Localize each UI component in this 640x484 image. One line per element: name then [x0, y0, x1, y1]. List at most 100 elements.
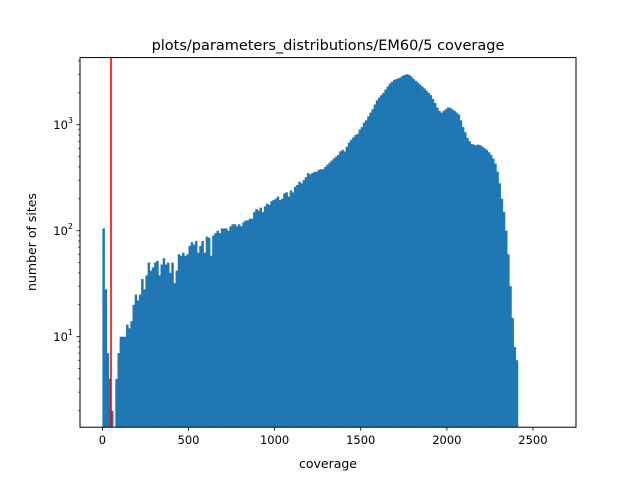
histogram-bar [412, 79, 415, 428]
histogram-bar [408, 74, 411, 428]
histogram-bar [283, 193, 286, 428]
histogram-bar [343, 151, 346, 428]
histogram-bar [349, 139, 353, 428]
histogram-bar [317, 169, 321, 428]
histogram-bar [513, 346, 517, 428]
histogram-bar [123, 336, 127, 428]
histogram-bar [194, 240, 198, 428]
x-axis-ticks: 0 500 1000 1500 2000 2500 [99, 427, 548, 447]
histogram-bar [272, 199, 275, 428]
histogram-bar [334, 156, 338, 428]
histogram-bar [287, 196, 291, 428]
histogram-bar [429, 95, 433, 428]
histogram-bar [143, 289, 146, 428]
histogram-bar [201, 240, 204, 428]
histogram-bar [418, 84, 422, 428]
histogram-bar [293, 186, 297, 428]
histogram-bar [328, 162, 331, 428]
histogram-bar [171, 262, 174, 428]
histogram-bar [138, 294, 142, 428]
histogram-bar [268, 204, 271, 428]
histogram-bar [302, 180, 306, 428]
histogram-bar [207, 237, 211, 428]
x-tick-label: 500 [178, 433, 200, 447]
histogram-bar [326, 164, 329, 428]
histogram-bar [190, 242, 194, 428]
histogram-bar [509, 286, 512, 428]
histogram-bar [119, 336, 123, 428]
histogram-bar [151, 267, 155, 428]
histogram-bar [259, 207, 263, 428]
histogram-bar [285, 192, 288, 428]
histogram-bar [255, 209, 258, 428]
histogram-bar [410, 76, 413, 428]
histogram-bar [386, 86, 390, 428]
histogram-bar [210, 255, 213, 428]
histogram-bar [250, 218, 254, 428]
histogram-bar [276, 196, 280, 428]
histogram-bar [511, 318, 514, 428]
histogram-bar [233, 224, 237, 428]
histogram-bars [102, 74, 519, 428]
histogram-bar [362, 122, 366, 428]
histogram-bar [104, 289, 108, 428]
histogram-bar [126, 324, 129, 428]
x-tick-label: 1500 [346, 433, 375, 447]
histogram-bar [485, 149, 489, 428]
histogram-bar [182, 252, 185, 428]
histogram-bar [130, 321, 133, 428]
histogram-bar [476, 144, 480, 428]
histogram-bar [360, 127, 364, 428]
histogram-bar [444, 109, 448, 428]
histogram-bar [227, 230, 230, 428]
histogram-bar [231, 224, 235, 428]
histogram-bar [498, 183, 501, 428]
histogram-bar [160, 264, 164, 428]
histogram-bar [459, 120, 463, 428]
histogram-bar [507, 254, 510, 428]
histogram-bar [306, 173, 310, 428]
histogram-bar [246, 220, 250, 428]
histogram-bar [388, 83, 392, 428]
histogram-bar [474, 145, 478, 428]
histogram-bar [304, 177, 308, 428]
histogram-bar [154, 262, 157, 428]
histogram-bar [479, 145, 482, 428]
histogram-bar [253, 212, 256, 428]
histogram-bar [108, 378, 112, 428]
histogram-bar [186, 254, 189, 428]
histogram-bar [192, 244, 196, 428]
histogram-bar [162, 258, 166, 428]
histogram-bar [145, 275, 148, 428]
histogram-bar [212, 235, 215, 428]
histogram-bar [158, 275, 161, 428]
histogram-bar [431, 98, 435, 428]
axes-frame [79, 57, 577, 428]
histogram-bar [248, 218, 252, 428]
histogram-bar [502, 212, 506, 428]
histogram-bar [274, 198, 278, 428]
histogram-bar [500, 198, 504, 428]
histogram-bar [235, 226, 239, 428]
histogram-bar [483, 148, 486, 428]
histogram-bar [117, 353, 120, 428]
histogram-bar [375, 100, 379, 428]
histogram-bar [393, 79, 396, 428]
histogram-bar [367, 116, 370, 428]
histogram-bar [319, 169, 323, 428]
histogram-bar [166, 262, 170, 428]
histogram-bar [380, 95, 383, 428]
histogram-bar [242, 222, 245, 428]
histogram-bar [395, 79, 398, 428]
histogram-bar [261, 212, 265, 428]
histogram-bar [492, 158, 495, 428]
histogram-bar [356, 133, 359, 428]
histogram-bar [494, 163, 497, 428]
histogram-bar [453, 110, 456, 428]
histogram-bar [442, 110, 446, 428]
histogram-bar [433, 103, 437, 428]
histogram-bar [199, 245, 202, 428]
histogram-bar [371, 109, 374, 428]
histogram-bar [455, 112, 458, 428]
